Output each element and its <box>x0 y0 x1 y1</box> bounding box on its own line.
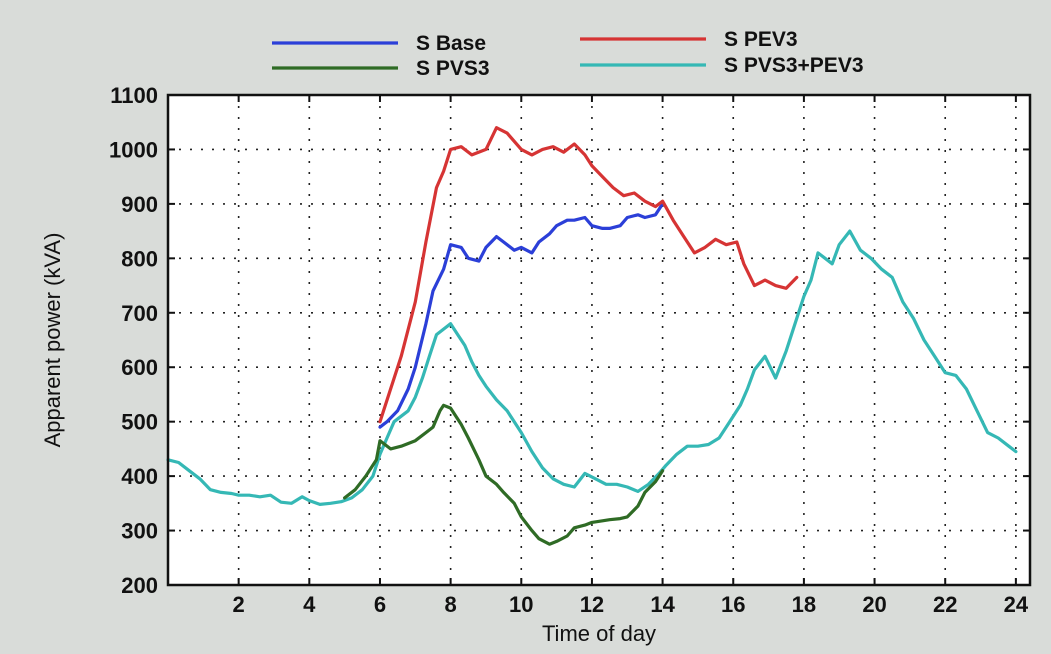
x-tick-label: 16 <box>721 592 745 617</box>
legend-label-s-pvs3: S PVS3 <box>416 57 490 80</box>
series-line-s-pev3 <box>378 126 799 424</box>
y-tick-label: 400 <box>121 464 158 489</box>
y-tick-label: 600 <box>121 355 158 380</box>
x-axis-label: Time of day <box>542 621 656 646</box>
series-layer <box>166 126 1018 546</box>
y-tick-label: 1100 <box>110 83 158 108</box>
tick-labels: 2 4 6 8 10 12 14 16 18 20 22 2420030040050060070080… <box>109 83 1029 617</box>
y-tick-label: 700 <box>121 301 158 326</box>
legend-label-s-pev3: S PEV3 <box>724 28 798 51</box>
y-tick-label: 500 <box>121 410 158 435</box>
plot-frame <box>166 93 1032 587</box>
series-line-s-base <box>378 202 665 429</box>
x-tick-label: 4 <box>303 592 316 617</box>
x-tick-label: 2 <box>233 592 245 617</box>
y-tick-label: 1000 <box>109 137 158 162</box>
x-tick-label: 24 <box>1004 592 1029 617</box>
plot-area <box>168 95 1030 585</box>
x-tick-label: 20 <box>862 592 886 617</box>
ticks <box>168 94 1030 586</box>
y-tick-label: 300 <box>121 519 158 544</box>
y-axis-label: Apparent power (kVA) <box>40 233 65 448</box>
x-tick-label: 6 <box>374 592 386 617</box>
y-tick-label: 900 <box>121 192 158 217</box>
series-line-s-pvs3-pev3 <box>166 229 1018 506</box>
x-tick-label: 8 <box>444 592 456 617</box>
x-tick-label: 22 <box>933 592 957 617</box>
x-tick-label: 10 <box>509 592 533 617</box>
x-tick-label: 14 <box>650 592 675 617</box>
x-tick-label: 12 <box>580 592 604 617</box>
legend: S Base S PVS3 S PEV3 S PVS3+PEV3 <box>272 28 864 80</box>
legend-label-s-pvs3-pev3: S PVS3+PEV3 <box>724 54 864 77</box>
y-tick-label: 800 <box>121 246 158 271</box>
grid <box>168 95 1030 585</box>
y-tick-label: 200 <box>121 573 158 598</box>
series-line-s-pvs3 <box>343 403 665 546</box>
legend-label-s-base: S Base <box>416 32 486 55</box>
x-tick-label: 18 <box>792 592 816 617</box>
